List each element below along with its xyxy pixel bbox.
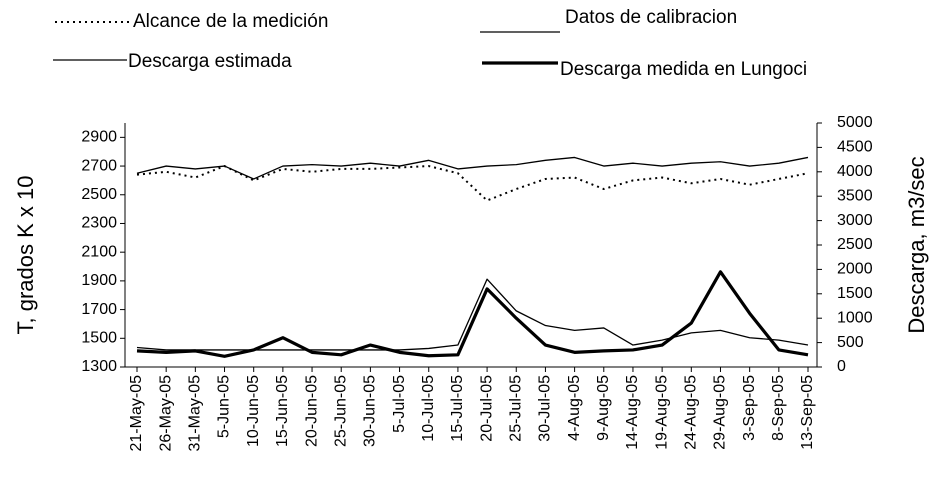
y2-axis-title: Descarga, m3/sec: [904, 156, 929, 333]
x-tick-label: 20-Jun-05: [303, 375, 320, 447]
x-tick-label: 26-May-05: [157, 375, 174, 452]
y2-tick-label: 2500: [837, 236, 873, 253]
x-tick-label: 13-Sep-05: [799, 375, 816, 450]
y-tick-label: 2300: [81, 215, 117, 232]
y-tick-label: 2500: [81, 186, 117, 203]
y-tick-label: 1300: [81, 358, 117, 375]
x-tick-label: 5-Jul-05: [391, 375, 408, 433]
series-line: [136, 156, 809, 180]
legend-label: Alcance de la medición: [133, 11, 328, 32]
x-tick-label: 15-Jun-05: [274, 375, 291, 447]
x-tick-label: 15-Jul-05: [449, 375, 466, 442]
y2-tick-label: 4500: [837, 139, 873, 156]
series-line: [136, 278, 809, 351]
x-tick-label: 30-Jul-05: [537, 375, 554, 442]
x-tick-label: 14-Aug-05: [624, 375, 641, 450]
y2-tick-label: 2000: [837, 261, 873, 278]
legend-label: Descarga medida en Lungoci: [560, 59, 807, 80]
y-tick-label: 1700: [81, 301, 117, 318]
x-tick-label: 9-Aug-05: [595, 375, 612, 441]
y-tick-label: 2100: [81, 243, 117, 260]
y2-tick-label: 3000: [837, 212, 873, 229]
y2-tick-label: 5000: [837, 114, 873, 131]
y2-tick-label: 1000: [837, 309, 873, 326]
x-tick-label: 30-Jun-05: [362, 375, 379, 447]
y-tick-label: 1900: [81, 272, 117, 289]
x-tick-label: 8-Sep-05: [770, 375, 787, 441]
y-tick-label: 1500: [81, 330, 117, 347]
x-tick-label: 4-Aug-05: [566, 375, 583, 441]
y-tick-label: 2700: [81, 157, 117, 174]
y-axis-title: T, grados K x 10: [13, 176, 38, 335]
y2-tick-label: 3500: [837, 187, 873, 204]
x-tick-label: 21-May-05: [128, 375, 145, 452]
legend-label: Datos de calibracion: [565, 7, 737, 28]
x-tick-label: 5-Jun-05: [216, 375, 233, 438]
x-tick-label: 25-Jun-05: [332, 375, 349, 447]
x-tick-label: 25-Jul-05: [507, 375, 524, 442]
x-tick-label: 10-Jul-05: [420, 375, 437, 442]
x-tick-label: 10-Jun-05: [245, 375, 262, 447]
x-tick-label: 24-Aug-05: [683, 375, 700, 450]
y-tick-label: 2900: [81, 129, 117, 146]
x-tick-label: 19-Aug-05: [653, 375, 670, 450]
series-line: [136, 270, 809, 358]
x-tick-label: 20-Jul-05: [478, 375, 495, 442]
y2-tick-label: 0: [837, 358, 846, 375]
x-tick-label: 29-Aug-05: [712, 375, 729, 450]
y2-tick-label: 4000: [837, 163, 873, 180]
x-tick-label: 3-Sep-05: [741, 375, 758, 441]
y2-tick-label: 1500: [837, 285, 873, 302]
x-tick-label: 31-May-05: [187, 375, 204, 452]
y2-tick-label: 500: [837, 334, 864, 351]
legend-label: Descarga estimada: [128, 51, 292, 72]
